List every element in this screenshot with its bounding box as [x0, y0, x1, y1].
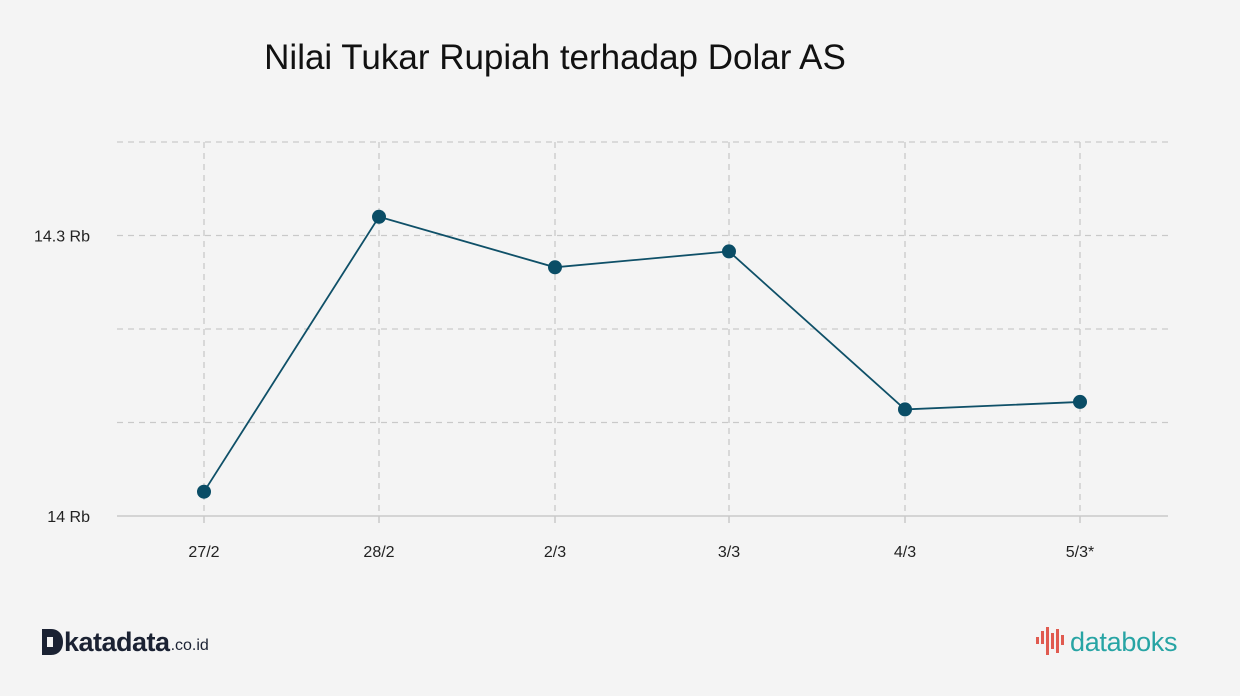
x-tick-label: 5/3*	[1066, 544, 1094, 561]
grid	[117, 141, 1168, 516]
data-point	[372, 209, 386, 224]
series	[197, 209, 1087, 499]
x-tick-label: 2/3	[544, 544, 566, 561]
databoks-wordmark: databoks	[1070, 626, 1178, 657]
katadata-logo: katadata .co.id	[40, 624, 209, 660]
x-tick-label: 28/2	[363, 544, 394, 561]
x-tick-label: 27/2	[188, 544, 219, 561]
data-point	[1073, 394, 1087, 409]
data-point	[898, 402, 912, 417]
data-point	[197, 484, 211, 499]
katadata-wordmark: katadata	[64, 626, 170, 657]
series-line	[203, 215, 1081, 493]
databoks-bars-icon	[1036, 627, 1064, 655]
katadata-domain: .co.id	[170, 637, 209, 654]
katadata-d-icon	[42, 629, 63, 655]
y-tick-label: 14.3 Rb	[34, 229, 90, 246]
data-point	[548, 260, 562, 275]
axes: 27/2 28/2 2/3 3/3 4/3 5/3* 14 Rb 14.3 Rb	[34, 229, 1168, 561]
data-point	[722, 244, 736, 259]
y-tick-label: 14 Rb	[47, 509, 90, 526]
x-tick-label: 4/3	[894, 544, 916, 561]
x-tick-label: 3/3	[718, 544, 740, 561]
chart-title: Nilai Tukar Rupiah terhadap Dolar AS	[264, 38, 846, 77]
databoks-logo: databoks	[1036, 624, 1177, 660]
